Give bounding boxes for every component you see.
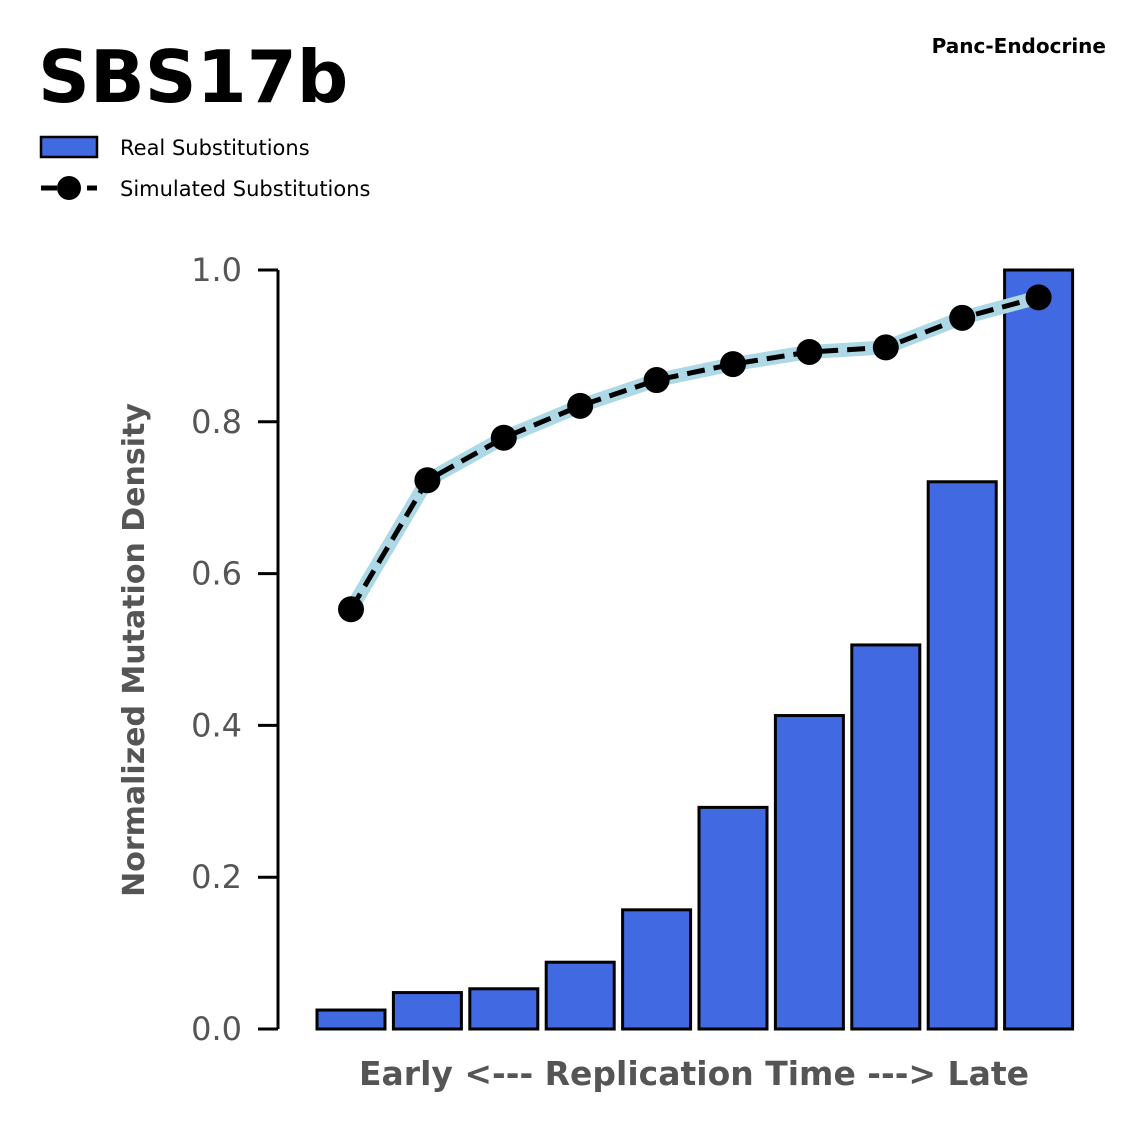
chart-subtitle: Panc-Endocrine <box>932 34 1106 58</box>
y-tick-label: 0.8 <box>191 403 242 441</box>
line-series-simulated <box>338 284 1052 623</box>
legend-label-real: Real Substitutions <box>120 136 310 160</box>
simulated-point-10 <box>1025 284 1052 311</box>
simulated-point-6 <box>720 351 746 378</box>
bar-9 <box>926 480 998 1031</box>
legend-swatch-real <box>39 135 99 159</box>
legend-marker-simulated <box>57 176 81 200</box>
bar-6 <box>697 805 769 1031</box>
plot-area: 0.0 0.2 0.4 0.6 0.8 1.0 <box>191 251 1075 1048</box>
simulated-point-9 <box>949 304 976 331</box>
bar-10 <box>1003 268 1075 1031</box>
x-axis-label: Early <--- Replication Time ---> Late <box>359 1054 1029 1093</box>
simulated-point-7 <box>796 338 823 365</box>
simulated-point-2 <box>414 467 441 494</box>
legend-label-simulated: Simulated Substitutions <box>120 177 370 201</box>
simulated-point-5 <box>643 367 670 394</box>
bar-3 <box>468 987 540 1031</box>
bar-series-real <box>315 268 1075 1031</box>
y-axis: 0.0 0.2 0.4 0.6 0.8 1.0 <box>191 251 280 1048</box>
y-tick-label: 0.0 <box>191 1010 242 1048</box>
bar-5 <box>621 908 693 1031</box>
bar-2 <box>391 991 463 1031</box>
simulated-point-3 <box>490 424 517 451</box>
y-tick-label: 1.0 <box>191 251 242 289</box>
simulated-point-8 <box>872 334 899 361</box>
simulated-point-4 <box>567 392 594 419</box>
bar-8 <box>850 643 922 1031</box>
y-tick-label: 0.2 <box>191 858 242 896</box>
legend: Real Substitutions Simulated Substitutio… <box>39 135 370 201</box>
simulated-point-1 <box>338 596 364 623</box>
bar-1 <box>315 1008 387 1031</box>
bar-4 <box>544 960 616 1031</box>
chart-title: SBS17b <box>38 35 348 119</box>
y-tick-label: 0.4 <box>191 706 242 744</box>
bar-7 <box>773 714 845 1031</box>
y-tick-label: 0.6 <box>191 555 242 593</box>
y-axis-label: Normalized Mutation Density <box>117 403 152 897</box>
simulated-line <box>348 294 1040 611</box>
